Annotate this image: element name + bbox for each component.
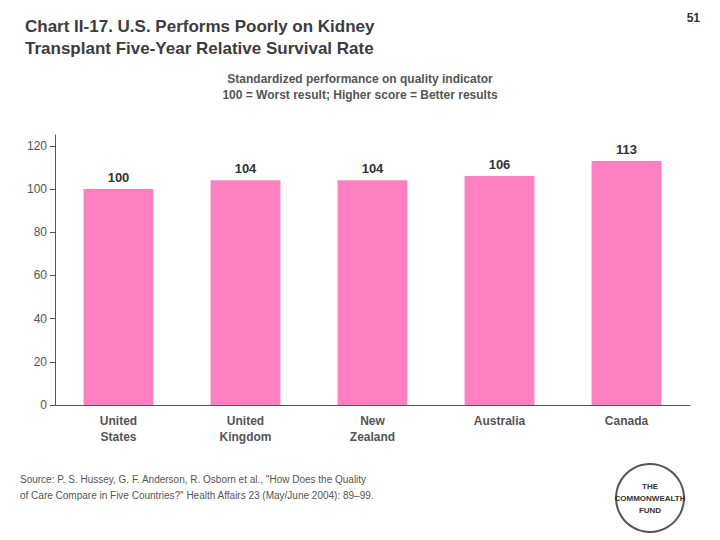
- svg-text:States: States: [100, 430, 136, 444]
- svg-text:104: 104: [362, 161, 384, 176]
- svg-text:100 = Worst result; Higher sco: 100 = Worst result; Higher score = Bette…: [222, 88, 498, 102]
- svg-text:113: 113: [616, 142, 637, 157]
- svg-text:60: 60: [34, 268, 48, 282]
- svg-text:Canada: Canada: [605, 414, 649, 428]
- svg-text:Chart II-17. U.S. Performs Poo: Chart II-17. U.S. Performs Poorly on Kid…: [25, 17, 375, 36]
- svg-text:Zealand: Zealand: [350, 430, 395, 444]
- svg-text:80: 80: [34, 225, 48, 239]
- svg-text:40: 40: [34, 312, 48, 326]
- svg-text:Transplant Five-Year Relative: Transplant Five-Year Relative Survival R…: [25, 39, 374, 58]
- svg-text:Source: P. S. Hussey, G. F. An: Source: P. S. Hussey, G. F. Anderson, R.…: [20, 474, 366, 485]
- svg-text:United: United: [227, 414, 264, 428]
- svg-text:20: 20: [34, 355, 48, 369]
- svg-text:100: 100: [108, 170, 130, 185]
- svg-text:0: 0: [40, 398, 47, 412]
- svg-text:100: 100: [27, 182, 47, 196]
- svg-text:Kingdom: Kingdom: [220, 430, 272, 444]
- svg-text:United: United: [100, 414, 137, 428]
- svg-text:THE: THE: [642, 482, 659, 491]
- svg-text:120: 120: [27, 139, 47, 153]
- svg-text:106: 106: [489, 157, 511, 172]
- svg-text:FUND: FUND: [639, 506, 661, 515]
- svg-text:COMMONWEALTH: COMMONWEALTH: [615, 494, 686, 503]
- svg-text:Australia: Australia: [474, 414, 526, 428]
- svg-text:New: New: [360, 414, 385, 428]
- svg-text:104: 104: [235, 161, 257, 176]
- svg-text:51: 51: [687, 11, 701, 25]
- svg-text:Standardized performance on qu: Standardized performance on quality indi…: [227, 72, 493, 86]
- svg-text:of Care Compare in Five Countr: of Care Compare in Five Countries?" Heal…: [20, 490, 374, 501]
